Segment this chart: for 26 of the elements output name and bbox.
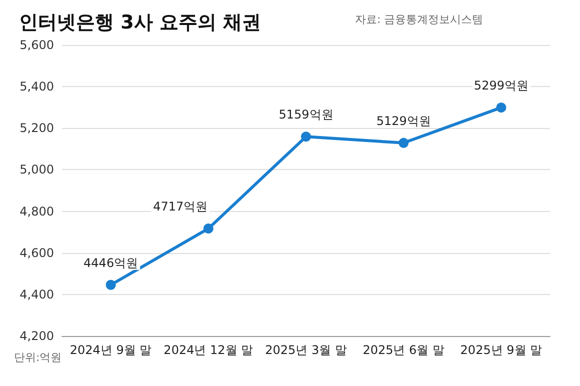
point bbox=[203, 224, 214, 234]
point bbox=[301, 132, 311, 142]
x-tick-label: 2025년 6월 말 bbox=[362, 343, 445, 357]
chart-title: 인터넷은행 3사 요주의 채권 bbox=[19, 12, 262, 34]
y-tick-label: 4,200 bbox=[20, 329, 54, 343]
point bbox=[106, 280, 116, 290]
x-tick-label: 2024년 9월 말 bbox=[70, 343, 152, 357]
text: 자료: 금융통계정보시스템 bbox=[355, 13, 484, 26]
point bbox=[398, 138, 409, 148]
point bbox=[496, 102, 506, 113]
y-tick-label: 5,000 bbox=[20, 162, 54, 177]
data-label: 4717억원 bbox=[153, 200, 208, 214]
data-label: 5129억원 bbox=[376, 114, 431, 128]
data-label: 4446억원 bbox=[84, 256, 138, 270]
y-tick-label: 4,800 bbox=[20, 204, 54, 218]
data-label: 5299억원 bbox=[474, 78, 528, 93]
y-tick-label: 4,600 bbox=[20, 246, 54, 260]
x-tick-label: 2025년 9월 말 bbox=[460, 343, 542, 357]
y-tick-label: 5,200 bbox=[20, 121, 54, 136]
y-tick-label: 4,400 bbox=[20, 287, 54, 302]
text: 단위:억원 bbox=[14, 351, 62, 364]
x-tick-label: 2025년 3월 말 bbox=[265, 343, 347, 357]
x-tick-label: 2024년 12월 말 bbox=[164, 343, 254, 357]
y-tick-label: 5,600 bbox=[20, 38, 54, 52]
y-tick-label: 5,400 bbox=[20, 80, 54, 94]
data-label: 5159억원 bbox=[278, 108, 334, 122]
